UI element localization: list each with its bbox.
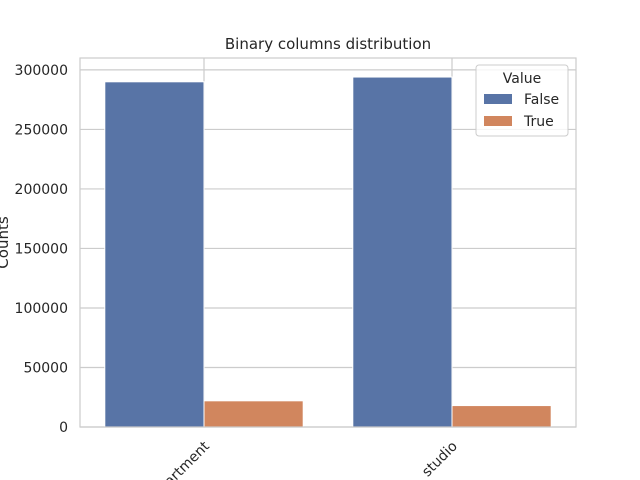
legend-swatch-true (484, 116, 512, 126)
y-tick-label: 300000 (15, 63, 68, 79)
bars (104, 76, 552, 428)
legend-label-true: True (523, 114, 554, 130)
y-tick-label: 100000 (15, 301, 68, 317)
y-ticks: 0 50000 100000 150000 200000 250000 300000 (15, 63, 68, 436)
y-axis-label: Counts (0, 216, 12, 269)
x-ticks: apartment studio (149, 438, 461, 480)
bar-true-apartment (203, 400, 304, 428)
legend-label-false: False (524, 92, 559, 108)
x-tick-label: apartment (149, 438, 213, 480)
y-tick-label: 150000 (15, 241, 68, 257)
legend-title: Value (503, 71, 541, 87)
bar-true-studio (451, 405, 552, 428)
chart-title: Binary columns distribution (225, 35, 431, 53)
y-tick-label: 250000 (15, 122, 68, 138)
y-tick-label: 0 (59, 420, 68, 436)
x-tick-label: studio (419, 439, 461, 480)
y-tick-label: 50000 (23, 360, 68, 376)
bar-false-apartment (104, 81, 205, 428)
legend-swatch-false (484, 94, 512, 104)
legend: Value False True (475, 64, 569, 137)
y-tick-label: 200000 (15, 182, 68, 198)
plot-frame (79, 57, 577, 428)
bar-false-studio (352, 76, 453, 428)
